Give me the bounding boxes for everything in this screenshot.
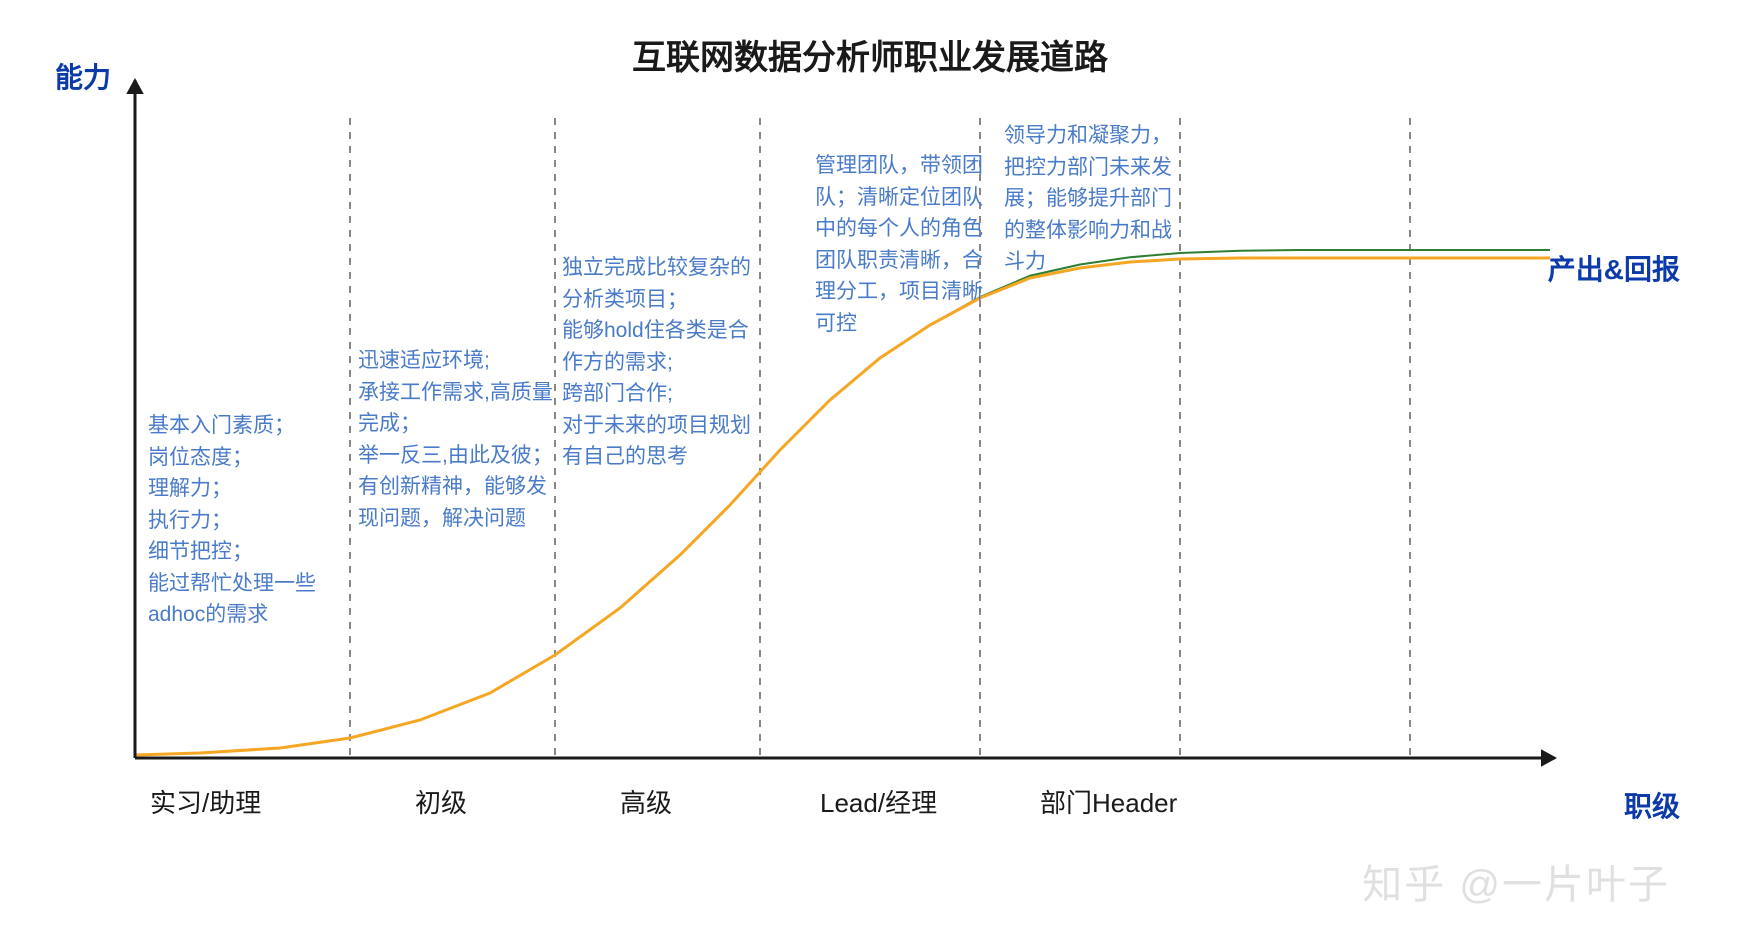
stage-description-2: 独立完成比较复杂的分析类项目； 能够hold住各类是合作方的需求; 跨部门合作;… [562,252,762,473]
stage-label-2: 高级 [620,783,672,820]
stage-label-3: Lead/经理 [820,783,937,820]
stage-label-0: 实习/助理 [150,783,261,820]
stage-description-3: 管理团队，带领团队；清晰定位团队中的每个人的角色团队职责清晰，合理分工，项目清晰… [815,150,985,339]
chart-container: 互联网数据分析师职业发展道路 能力 职级 产出&回报 实习/助理初级高级Lead… [0,0,1740,940]
stage-description-4: 领导力和凝聚力，把控力部门未来发展；能够提升部门的整体影响力和战斗力 [1004,120,1174,278]
watermark: 知乎 @一片叶子 [1362,852,1670,910]
stage-label-4: 部门Header [1040,783,1177,820]
stage-description-1: 迅速适应环境; 承接工作需求,高质量完成； 举一反三,由此及彼；有创新精神，能够… [358,345,556,534]
stage-label-1: 初级 [415,783,467,820]
stage-description-0: 基本入门素质； 岗位态度； 理解力； 执行力； 细节把控； 能过帮忙处理一些ad… [148,410,348,631]
